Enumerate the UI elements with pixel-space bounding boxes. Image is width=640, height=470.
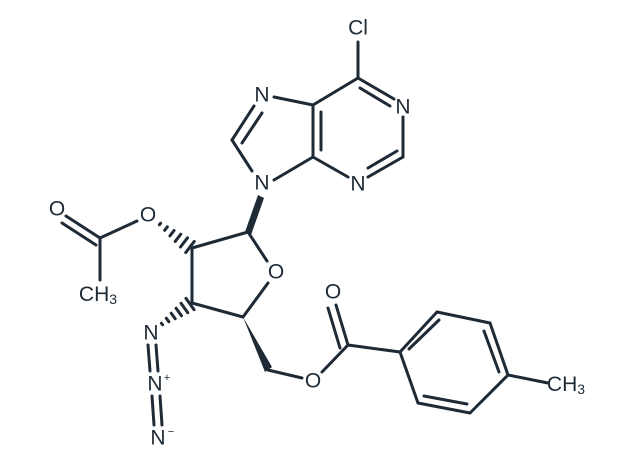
bonds [60,40,550,427]
charge: − [168,426,174,438]
atom-label: CH3 [547,373,585,398]
hash-line [168,229,176,238]
hash-line [164,316,171,324]
hash-line [184,296,196,312]
atom-label: Cl [348,17,368,40]
hash-line [163,225,169,232]
atom-label: O [268,261,284,284]
atom-label: N [143,322,158,345]
atom-label: N [254,172,269,195]
atom-labels: Cl N N N N O O O CH3 N N + N − O O CH3 [49,17,585,450]
atom-label: O [305,370,321,393]
hashed-bonds [157,221,196,327]
atom-label: N [254,84,269,107]
hash-line [173,232,183,243]
atom-label: O [140,204,156,227]
atom-label: N [150,427,165,450]
hash-line [184,239,196,255]
atom-label: O [49,198,65,221]
hash-line [178,236,190,249]
atom-label: N [350,173,365,196]
atom-label: CH3 [79,283,117,308]
atom-label: O [325,281,341,304]
atom-label: N [395,96,410,119]
atom-label: N [147,373,162,396]
hash-line [179,301,190,315]
hash-line [157,221,163,227]
hash-line [159,321,165,327]
hash-line [174,306,183,318]
hash-line [169,311,177,321]
charge: + [164,372,170,384]
